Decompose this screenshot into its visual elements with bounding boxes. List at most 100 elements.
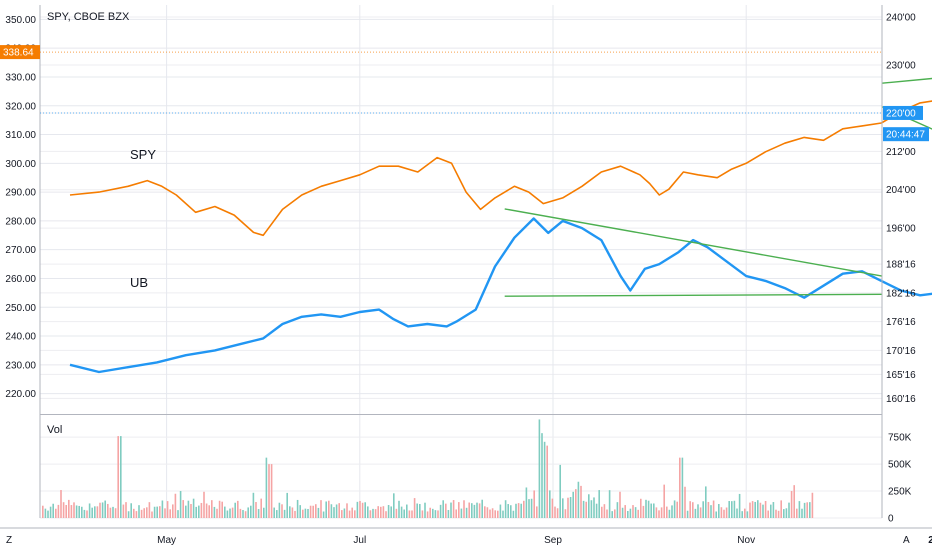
volume-bar [374,509,377,518]
volume-bar [504,500,507,518]
volume-bar [62,502,65,518]
volume-bar [780,500,782,518]
volume-bar [213,506,216,518]
volume-bar [109,507,112,518]
volume-bar [411,510,413,518]
volume-bar [658,510,660,518]
volume-bar [419,504,421,518]
volume-bar [798,501,801,518]
volume-bar [637,509,639,518]
volume-bar [281,504,283,518]
volume-bar [354,510,356,518]
volume-bar [611,511,613,518]
volume-bar [598,490,600,518]
left-tick-label: 270.00 [5,245,36,256]
volume-bar [494,510,496,518]
volume-bar [619,491,621,518]
volume-bar [164,508,166,518]
volume-bar [772,502,775,518]
volume-bar [403,509,405,518]
volume-bar [42,505,44,518]
volume-bar [455,509,457,518]
volume-bar [338,503,340,518]
volume-bar [728,501,730,518]
volume-bar [153,506,156,518]
volume-bar [185,505,187,518]
volume-bar [593,497,595,518]
left-tick-label: 220.00 [5,389,36,400]
ub-last-value-tag-bg [883,105,923,120]
volume-bar [510,505,512,518]
volume-bar [395,508,398,518]
volume-bar [322,511,325,518]
volume-bar [291,507,294,518]
volume-bar [135,511,138,518]
volume-bar [801,508,803,518]
volume-bar [676,501,678,518]
volume-bar [172,504,174,518]
volume-bar [315,504,317,518]
volume-bar [710,505,712,518]
volume-bar [101,502,104,518]
volume-bar [564,509,567,518]
volume-bar [720,507,723,518]
right-tick-label: 230'00 [886,60,916,71]
spy-last-value-tag: 338.64 [3,48,34,59]
volume-bar [133,508,135,518]
volume-bar [398,500,400,518]
trendline [881,77,932,84]
volume-bar [595,503,598,518]
volume-bar [588,494,590,518]
volume-bar [73,502,75,518]
volume-bar [811,492,814,518]
left-tick-label: 260.00 [5,274,36,285]
corner-left-button[interactable]: Z [6,535,12,546]
right-tick-label: 182'16 [886,288,916,299]
left-tick-label: 320.00 [5,101,36,112]
trendline [881,106,932,130]
volume-bar [195,506,197,518]
volume-bar [684,486,686,518]
corner-right-button[interactable]: A [903,535,910,546]
x-tick-label: Sep [544,535,562,546]
volume-bar [127,511,130,518]
volume-bar [754,501,756,518]
volume-bar [447,509,450,518]
volume-bar [463,500,465,518]
volume-bar [250,505,252,518]
volume-bar [663,484,665,518]
volume-bar [312,505,314,518]
volume-bar [255,502,257,518]
volume-bar [343,508,346,518]
volume-bar [47,510,49,518]
volume-bar [99,502,101,518]
volume-bar [640,498,642,518]
volume-bar [229,508,231,518]
volume-bar [208,505,210,518]
volume-bar [203,491,205,518]
left-tick-label: 240.00 [5,332,36,343]
volume-bar [166,501,169,518]
volume-bar [528,499,530,518]
volume-bar [585,501,587,518]
volume-bar [309,505,312,518]
volume-bar [283,509,286,518]
volume-bar [380,506,382,518]
volume-bar [81,506,83,518]
volume-bar [705,486,707,518]
volume-bar [733,500,736,518]
volume-bar [382,506,385,518]
countdown-tag: 20:44:47 [886,130,925,141]
volume-bar [673,500,676,518]
volume-bar [507,504,509,518]
volume-bar [367,506,369,518]
volume-bar [465,507,468,518]
volume-bar [216,508,218,518]
volume-bar [712,500,715,518]
volume-bar [692,502,694,518]
volume-bar [491,508,494,518]
volume-bar [694,508,697,518]
volume-bar [377,506,379,518]
volume-bar [263,507,265,518]
